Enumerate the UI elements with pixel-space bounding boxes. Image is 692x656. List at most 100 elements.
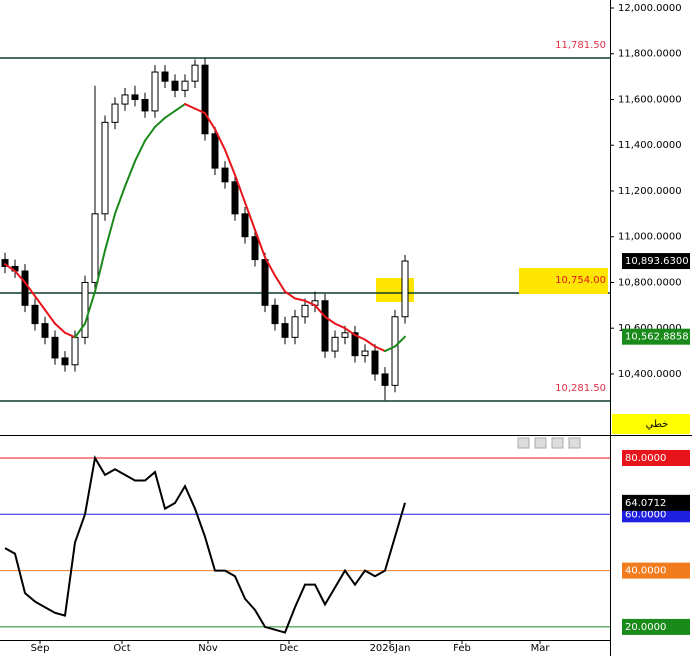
moving-average-segment (384, 345, 396, 353)
candle-body (201, 64, 209, 135)
moving-average-segment (34, 295, 46, 311)
level-label: 40.0000 (625, 566, 666, 577)
y-tick-label: 11,600.0000 (618, 94, 682, 105)
moving-average-segment (324, 315, 336, 325)
toolbar-button[interactable] (551, 437, 564, 449)
moving-average-segment (14, 270, 26, 284)
y-tick-label: 11,800.0000 (618, 49, 682, 60)
candle-body (361, 350, 369, 357)
y-tick-label: 11,400.0000 (618, 140, 682, 151)
candle-body (291, 316, 299, 338)
moving-average-segment (394, 335, 406, 348)
candle-body (381, 373, 389, 386)
level-label-box (622, 450, 690, 467)
candle-body (141, 98, 149, 112)
moving-average-segment (304, 299, 316, 307)
y-tick-label: 11,200.0000 (618, 186, 682, 197)
candle-body (161, 71, 169, 82)
x-tick-label: Feb (453, 643, 471, 654)
level-label-box (622, 562, 690, 579)
candle-body (321, 300, 329, 352)
level-label: 10,281.50 (555, 383, 606, 394)
moving-average-segment (194, 107, 206, 115)
moving-average-segment (224, 148, 236, 176)
candle-body (51, 336, 59, 359)
candle-body (401, 260, 409, 318)
moving-average-segment (334, 322, 346, 330)
moving-average-segment (164, 109, 176, 119)
moving-average-segment (314, 304, 326, 318)
candle-body (61, 357, 69, 366)
candle-body (351, 332, 359, 357)
toolbar-button[interactable] (534, 437, 547, 449)
x-tick-label: Dec (279, 643, 298, 654)
toolbar-button[interactable] (568, 437, 581, 449)
oscillator-line (4, 455, 406, 634)
y-tick-label: 12,000.0000 (618, 3, 682, 14)
candle-body (71, 336, 79, 366)
moving-average-segment (84, 290, 96, 325)
last-value-label: 64.0712 (625, 498, 666, 509)
candle-body (211, 133, 219, 169)
moving-average-segment (294, 297, 306, 302)
level-label-box (622, 618, 690, 635)
y-tick-label: 10,800.0000 (618, 277, 682, 288)
candle-body (81, 281, 89, 338)
candle-body (391, 316, 399, 386)
candle-body (271, 304, 279, 325)
x-tick-label: Mar (531, 643, 551, 654)
moving-average-segment (354, 334, 366, 341)
candle-body (171, 80, 179, 91)
x-tick-label: Oct (113, 643, 130, 654)
moving-average-segment (24, 281, 36, 298)
moving-average-segment (94, 249, 106, 293)
candle-body (251, 236, 259, 261)
moving-average-segment (154, 116, 166, 128)
moving-average-segment (184, 103, 196, 110)
last-value-box (622, 494, 690, 511)
candle-body (341, 332, 349, 338)
candle-body (131, 94, 139, 100)
last-price-label: 10,893.6300 (625, 256, 689, 267)
toolbar-button[interactable] (517, 437, 530, 449)
candle-body (191, 64, 199, 82)
candle-body (91, 213, 99, 283)
candle-body (241, 213, 249, 238)
moving-average-segment (204, 112, 216, 131)
candle-body (231, 181, 239, 215)
candle-body (331, 336, 339, 352)
level-label: 80.0000 (625, 453, 666, 464)
candle-body (181, 80, 189, 91)
moving-average-segment (174, 103, 186, 112)
ma-value-label: 10,562.8858 (625, 332, 689, 343)
moving-average-segment (104, 212, 116, 252)
moving-average-segment (144, 125, 156, 142)
x-tick-label: Sep (31, 643, 50, 654)
moving-average-segment (374, 345, 386, 353)
moving-average-segment (244, 201, 256, 231)
candle-body (21, 270, 29, 306)
moving-average-segment (64, 331, 76, 339)
candle-body (31, 304, 39, 325)
badge: خطي (646, 419, 669, 430)
pane-toolbar (517, 437, 581, 449)
x-tick-label: Nov (198, 643, 218, 654)
moving-average-segment (74, 322, 86, 339)
y-tick-label: 11,000.0000 (618, 232, 682, 243)
candle-body (121, 94, 129, 105)
candle-body (301, 304, 309, 318)
candle-body (41, 323, 49, 338)
moving-average-segment (124, 160, 136, 188)
candle-body (371, 350, 379, 375)
candle-body (1, 259, 9, 267)
level-label: 10,754.00 (555, 275, 606, 286)
candle-body (221, 167, 229, 183)
moving-average-segment (364, 338, 376, 348)
moving-average-segment (54, 322, 66, 334)
candle-body (261, 259, 269, 306)
moving-average-segment (4, 263, 16, 273)
last-price-box (622, 253, 690, 270)
moving-average-segment (344, 327, 356, 337)
level-label: 60.0000 (625, 509, 666, 520)
